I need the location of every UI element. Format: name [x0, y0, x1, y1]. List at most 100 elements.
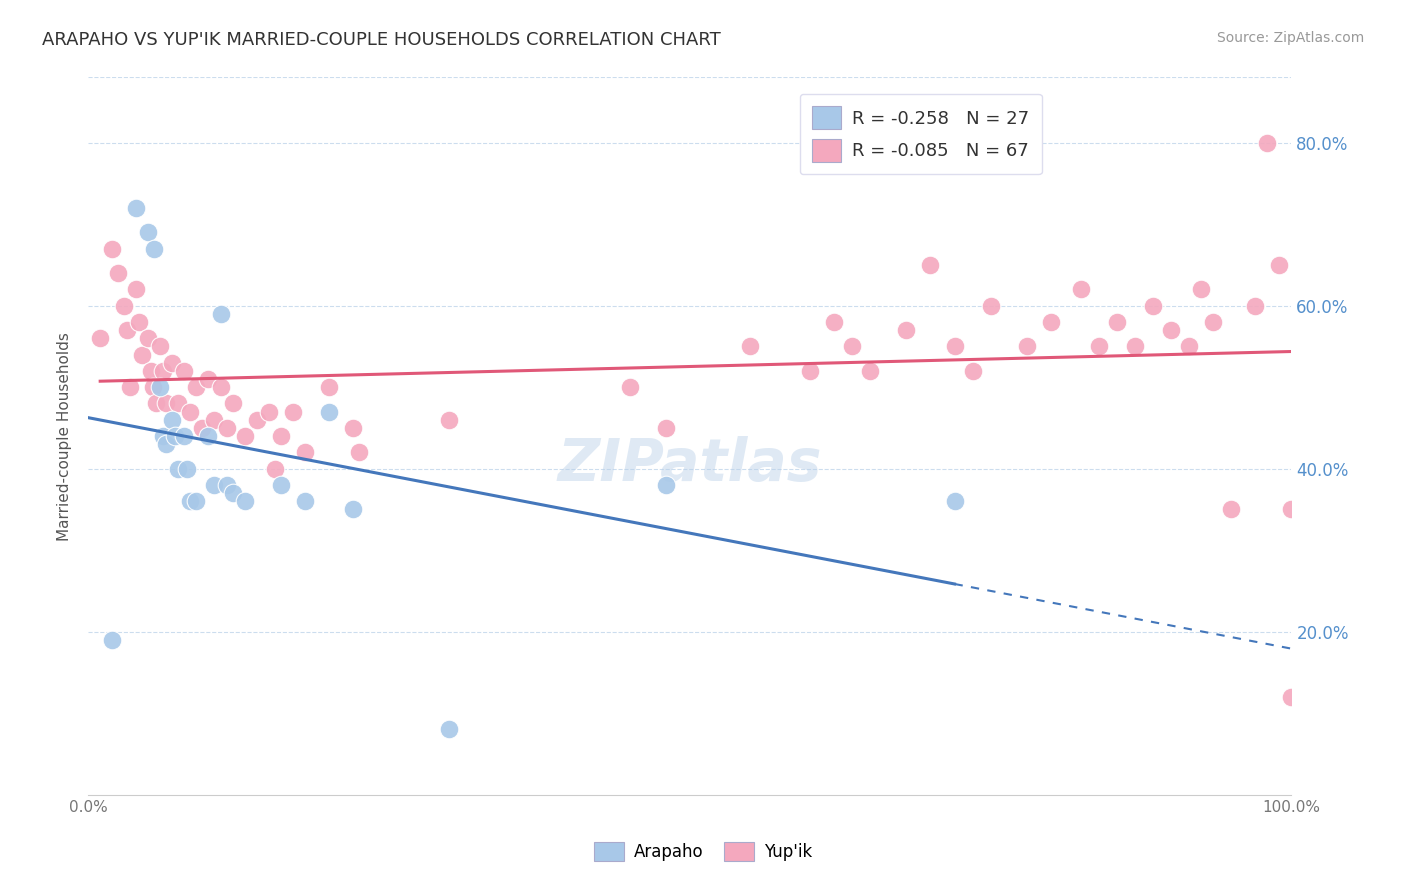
Point	[1268, 258, 1291, 272]
Point	[215, 421, 238, 435]
Point	[152, 364, 174, 378]
Point	[142, 380, 165, 394]
Point	[125, 201, 148, 215]
Point	[654, 421, 676, 435]
Legend: R = -0.258   N = 27, R = -0.085   N = 67: R = -0.258 N = 27, R = -0.085 N = 67	[800, 94, 1042, 174]
Point	[1160, 323, 1182, 337]
Point	[342, 421, 364, 435]
Point	[342, 502, 364, 516]
Point	[1202, 315, 1225, 329]
Point	[318, 380, 340, 394]
Point	[1220, 502, 1243, 516]
Point	[173, 364, 195, 378]
Point	[1178, 339, 1201, 353]
Point	[318, 404, 340, 418]
Point	[162, 356, 184, 370]
Point	[136, 331, 159, 345]
Point	[1244, 299, 1267, 313]
Point	[112, 299, 135, 313]
Point	[101, 242, 124, 256]
Point	[179, 404, 201, 418]
Point	[1088, 339, 1111, 353]
Point	[799, 364, 821, 378]
Point	[115, 323, 138, 337]
Point	[89, 331, 111, 345]
Point	[120, 380, 142, 394]
Point	[186, 380, 208, 394]
Point	[179, 494, 201, 508]
Point	[270, 478, 292, 492]
Point	[215, 478, 238, 492]
Point	[139, 364, 162, 378]
Y-axis label: Married-couple Households: Married-couple Households	[58, 332, 72, 541]
Point	[152, 429, 174, 443]
Point	[1070, 282, 1092, 296]
Point	[204, 413, 226, 427]
Point	[131, 347, 153, 361]
Point	[654, 478, 676, 492]
Point	[263, 461, 285, 475]
Point	[149, 380, 172, 394]
Point	[823, 315, 845, 329]
Point	[980, 299, 1002, 313]
Point	[167, 396, 190, 410]
Point	[204, 478, 226, 492]
Point	[155, 396, 177, 410]
Point	[437, 413, 460, 427]
Point	[270, 429, 292, 443]
Point	[163, 429, 186, 443]
Text: ARAPAHO VS YUP'IK MARRIED-COUPLE HOUSEHOLDS CORRELATION CHART: ARAPAHO VS YUP'IK MARRIED-COUPLE HOUSEHO…	[42, 31, 721, 49]
Point	[738, 339, 761, 353]
Point	[186, 494, 208, 508]
Point	[294, 494, 316, 508]
Text: Source: ZipAtlas.com: Source: ZipAtlas.com	[1216, 31, 1364, 45]
Point	[1142, 299, 1164, 313]
Point	[962, 364, 984, 378]
Point	[619, 380, 641, 394]
Point	[943, 339, 966, 353]
Legend: Arapaho, Yup'ik: Arapaho, Yup'ik	[588, 835, 818, 868]
Point	[1123, 339, 1146, 353]
Point	[347, 445, 370, 459]
Point	[209, 380, 232, 394]
Point	[281, 404, 304, 418]
Point	[1039, 315, 1062, 329]
Point	[167, 461, 190, 475]
Point	[257, 404, 280, 418]
Point	[107, 266, 129, 280]
Point	[136, 225, 159, 239]
Point	[920, 258, 942, 272]
Point	[143, 242, 166, 256]
Point	[1015, 339, 1038, 353]
Point	[246, 413, 269, 427]
Point	[859, 364, 882, 378]
Point	[1105, 315, 1128, 329]
Point	[221, 486, 243, 500]
Point	[197, 372, 219, 386]
Point	[197, 429, 219, 443]
Point	[149, 339, 172, 353]
Point	[176, 461, 198, 475]
Point	[155, 437, 177, 451]
Point	[145, 396, 167, 410]
Point	[173, 429, 195, 443]
Point	[943, 494, 966, 508]
Point	[209, 307, 232, 321]
Point	[101, 632, 124, 647]
Point	[1281, 690, 1303, 704]
Point	[233, 494, 256, 508]
Point	[233, 429, 256, 443]
Point	[294, 445, 316, 459]
Text: ZIPatlas: ZIPatlas	[558, 436, 823, 493]
Point	[437, 723, 460, 737]
Point	[1256, 136, 1278, 150]
Point	[896, 323, 918, 337]
Point	[1281, 502, 1303, 516]
Point	[841, 339, 863, 353]
Point	[162, 413, 184, 427]
Point	[125, 282, 148, 296]
Point	[221, 396, 243, 410]
Point	[128, 315, 150, 329]
Point	[191, 421, 214, 435]
Point	[1189, 282, 1212, 296]
